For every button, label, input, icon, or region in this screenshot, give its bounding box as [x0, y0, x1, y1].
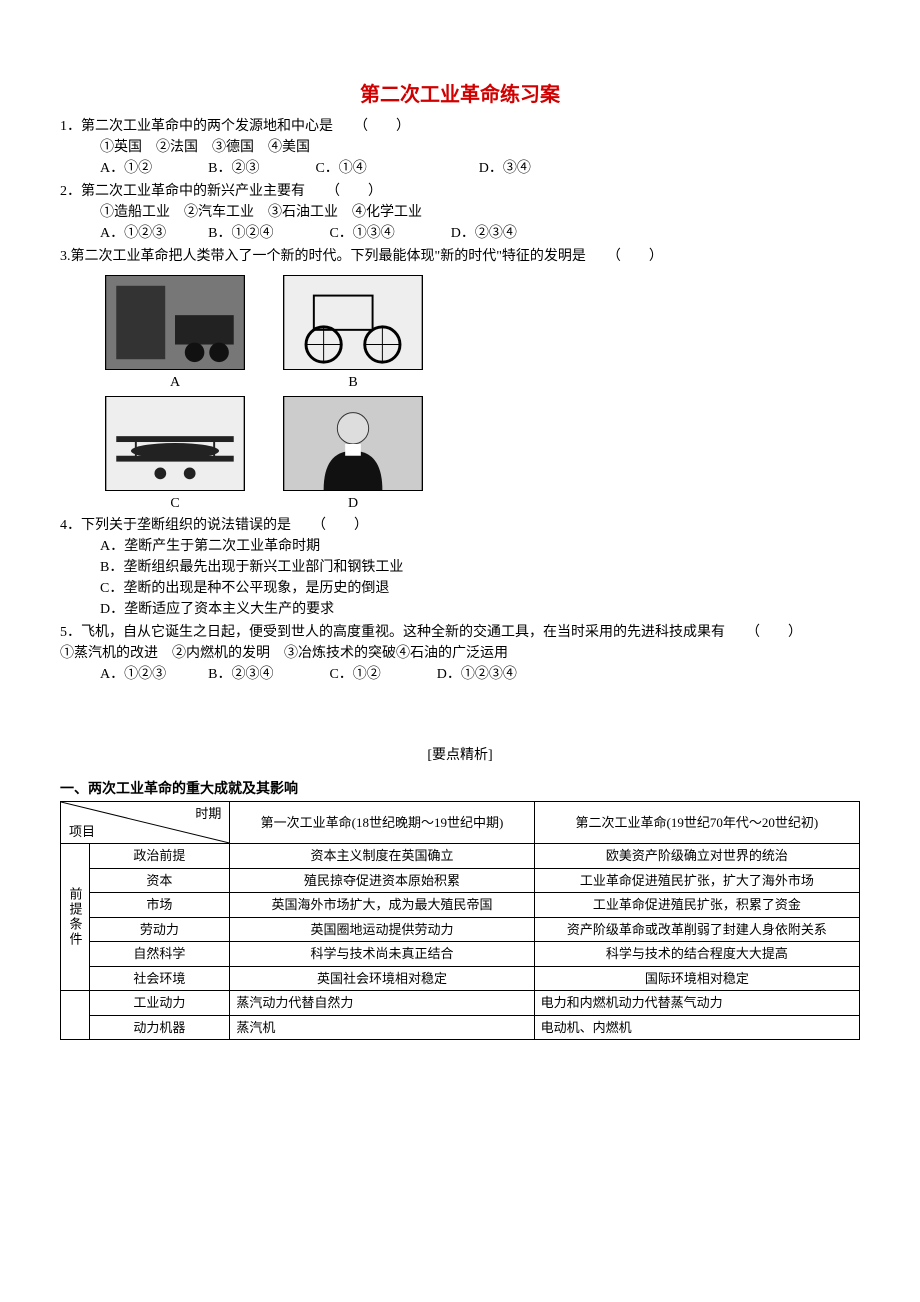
row-col2: 电动机、内燃机 [534, 1015, 859, 1040]
image-a-locomotive [105, 275, 245, 370]
row-col2: 工业革命促进殖民扩张，扩大了海外市场 [534, 868, 859, 893]
row-col1: 殖民掠夺促进资本原始积累 [230, 868, 534, 893]
table-row: 资本 殖民掠夺促进资本原始积累 工业革命促进殖民扩张，扩大了海外市场 [61, 868, 860, 893]
image-d-label: D [348, 493, 358, 514]
row-col2: 工业革命促进殖民扩张，积累了资金 [534, 893, 859, 918]
col1-header: 第一次工业革命(18世纪晚期～19世纪中期) [230, 802, 534, 844]
row-col1: 英国社会环境相对稳定 [230, 966, 534, 991]
row-col2: 电力和内燃机动力代替蒸气动力 [534, 991, 859, 1016]
image-cell-c: C [100, 396, 250, 511]
group1-label: 前提条件 [61, 844, 90, 991]
row-col2: 国际环境相对稳定 [534, 966, 859, 991]
table-row: 社会环境 英国社会环境相对稳定 国际环境相对稳定 [61, 966, 860, 991]
q4-opt-b: B．垄断组织最先出现于新兴工业部门和钢铁工业 [60, 557, 860, 578]
group2-label [61, 991, 90, 1040]
q4-opt-a: A．垄断产生于第二次工业革命时期 [60, 536, 860, 557]
comparison-table: 时期 项目 第一次工业革命(18世纪晚期～19世纪中期) 第二次工业革命(19世… [60, 801, 860, 1040]
table-row: 工业动力 蒸汽动力代替自然力 电力和内燃机动力代替蒸气动力 [61, 991, 860, 1016]
image-d-portrait [283, 396, 423, 491]
image-b-carriage [283, 275, 423, 370]
analysis-subtitle: [要点精析] [60, 745, 860, 766]
question-1: 1．第二次工业革命中的两个发源地和中心是 （ ） ①英国 ②法国 ③德国 ④美国… [60, 116, 860, 179]
row-key: 社会环境 [89, 966, 230, 991]
row-key: 资本 [89, 868, 230, 893]
table-row: 自然科学 科学与技术尚未真正结合 科学与技术的结合程度大大提高 [61, 942, 860, 967]
col2-header: 第二次工业革命(19世纪70年代～20世纪初) [534, 802, 859, 844]
diagonal-header-cell: 时期 项目 [61, 802, 230, 844]
row-col2: 欧美资产阶级确立对世界的统治 [534, 844, 859, 869]
row-col1: 科学与技术尚未真正结合 [230, 942, 534, 967]
image-b-label: B [348, 372, 357, 393]
q2-stem: 2．第二次工业革命中的新兴产业主要有 （ ） [60, 181, 860, 202]
diag-top-label: 时期 [195, 804, 221, 824]
image-cell-b: B [278, 275, 428, 390]
q5-items: ①蒸汽机的改进 ②内燃机的发明 ③冶炼技术的突破④石油的广泛运用 [60, 643, 860, 664]
q4-opt-d: D．垄断适应了资本主义大生产的要求 [60, 599, 860, 620]
q4-opt-c: C．垄断的出现是种不公平现象，是历史的倒退 [60, 578, 860, 599]
table-row: 前提条件 政治前提 资本主义制度在英国确立 欧美资产阶级确立对世界的统治 [61, 844, 860, 869]
table-header-row: 时期 项目 第一次工业革命(18世纪晚期～19世纪中期) 第二次工业革命(19世… [61, 802, 860, 844]
q1-items: ①英国 ②法国 ③德国 ④美国 [60, 137, 860, 158]
row-key: 自然科学 [89, 942, 230, 967]
image-c-airplane [105, 396, 245, 491]
row-col2: 资产阶级革命或改革削弱了封建人身依附关系 [534, 917, 859, 942]
section-1-heading: 一、两次工业革命的重大成就及其影响 [60, 778, 860, 799]
row-col1: 蒸汽机 [230, 1015, 534, 1040]
table-row: 动力机器 蒸汽机 电动机、内燃机 [61, 1015, 860, 1040]
image-c-label: C [170, 493, 179, 514]
row-key: 政治前提 [89, 844, 230, 869]
question-3: 3.第二次工业革命把人类带入了一个新的时代。下列最能体现"新的时代"特征的发明是… [60, 246, 860, 511]
q2-options: A．①②③ B．①②④ C．①③④ D．②③④ [60, 223, 860, 244]
q3-stem: 3.第二次工业革命把人类带入了一个新的时代。下列最能体现"新的时代"特征的发明是… [60, 246, 860, 267]
table-row: 劳动力 英国圈地运动提供劳动力 资产阶级革命或改革削弱了封建人身依附关系 [61, 917, 860, 942]
q2-items: ①造船工业 ②汽车工业 ③石油工业 ④化学工业 [60, 202, 860, 223]
q5-stem: 5．飞机，自从它诞生之日起，便受到世人的高度重视。这种全新的交通工具，在当时采用… [60, 622, 860, 643]
diag-bot-label: 项目 [69, 822, 95, 842]
table-row: 市场 英国海外市场扩大，成为最大殖民帝国 工业革命促进殖民扩张，积累了资金 [61, 893, 860, 918]
q1-options: A．①② B．②③ C．①④ D．③④ [60, 158, 860, 179]
row-col1: 英国海外市场扩大，成为最大殖民帝国 [230, 893, 534, 918]
row-key: 动力机器 [89, 1015, 230, 1040]
row-col1: 英国圈地运动提供劳动力 [230, 917, 534, 942]
q5-options: A．①②③ B．②③④ C．①② D．①②③④ [60, 664, 860, 685]
question-2: 2．第二次工业革命中的新兴产业主要有 （ ） ①造船工业 ②汽车工业 ③石油工业… [60, 181, 860, 244]
row-key: 市场 [89, 893, 230, 918]
question-5: 5．飞机，自从它诞生之日起，便受到世人的高度重视。这种全新的交通工具，在当时采用… [60, 622, 860, 685]
image-a-label: A [170, 372, 180, 393]
row-key: 劳动力 [89, 917, 230, 942]
question-4: 4．下列关于垄断组织的说法错误的是 （ ） A．垄断产生于第二次工业革命时期 B… [60, 515, 860, 620]
image-cell-d: D [278, 396, 428, 511]
image-cell-a: A [100, 275, 250, 390]
document-title: 第二次工业革命练习案 [60, 80, 860, 110]
row-col1: 资本主义制度在英国确立 [230, 844, 534, 869]
row-key: 工业动力 [89, 991, 230, 1016]
q4-stem: 4．下列关于垄断组织的说法错误的是 （ ） [60, 515, 860, 536]
q1-stem: 1．第二次工业革命中的两个发源地和中心是 （ ） [60, 116, 860, 137]
row-col1: 蒸汽动力代替自然力 [230, 991, 534, 1016]
row-col2: 科学与技术的结合程度大大提高 [534, 942, 859, 967]
q3-images: A B C D [100, 275, 860, 511]
